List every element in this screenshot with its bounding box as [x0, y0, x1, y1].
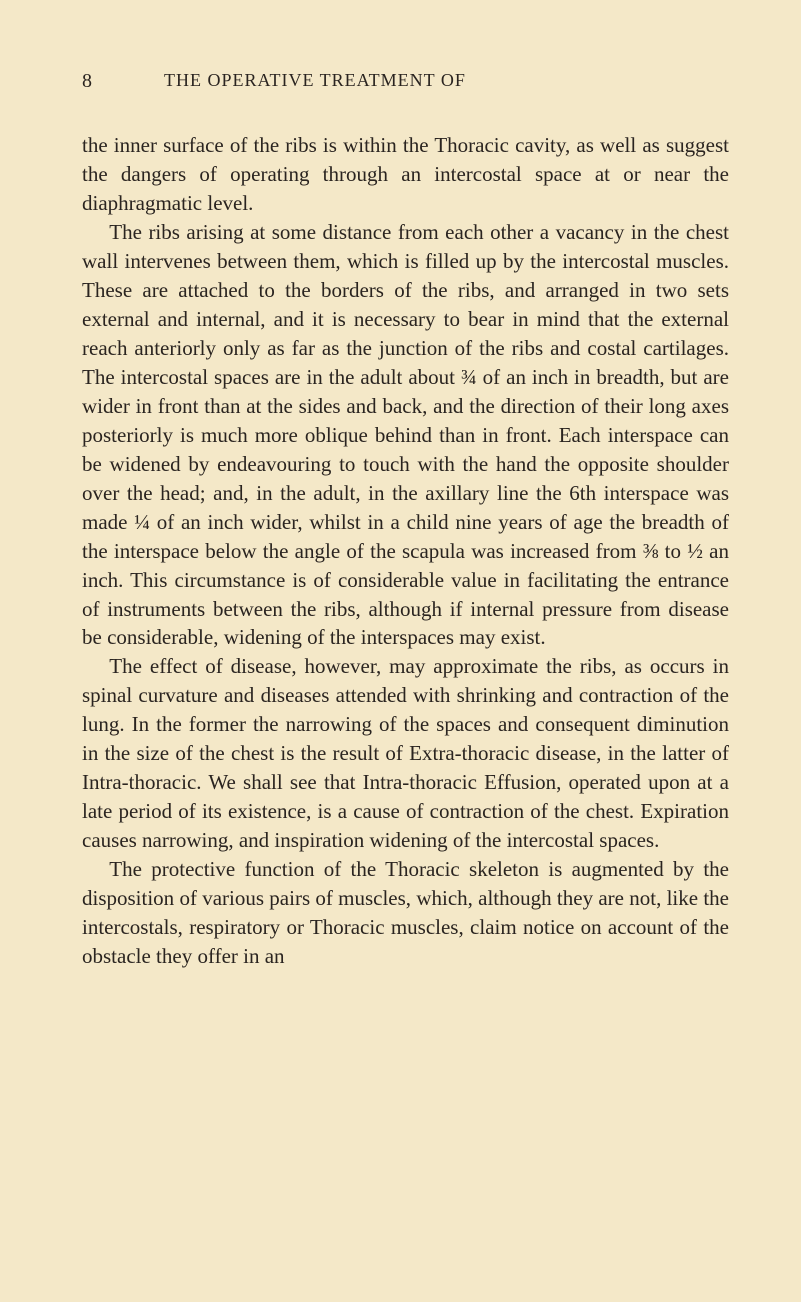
paragraph: The protective function of the Thoracic … [82, 855, 729, 971]
paragraph: The effect of disease, however, may appr… [82, 652, 729, 855]
page-number: 8 [82, 70, 92, 93]
body-text: the inner surface of the ribs is within … [82, 131, 729, 971]
page-header: 8 THE OPERATIVE TREATMENT OF [82, 70, 729, 93]
running-header: THE OPERATIVE TREATMENT OF [164, 70, 466, 93]
paragraph: the inner surface of the ribs is within … [82, 131, 729, 218]
paragraph: The ribs arising at some distance from e… [82, 218, 729, 653]
